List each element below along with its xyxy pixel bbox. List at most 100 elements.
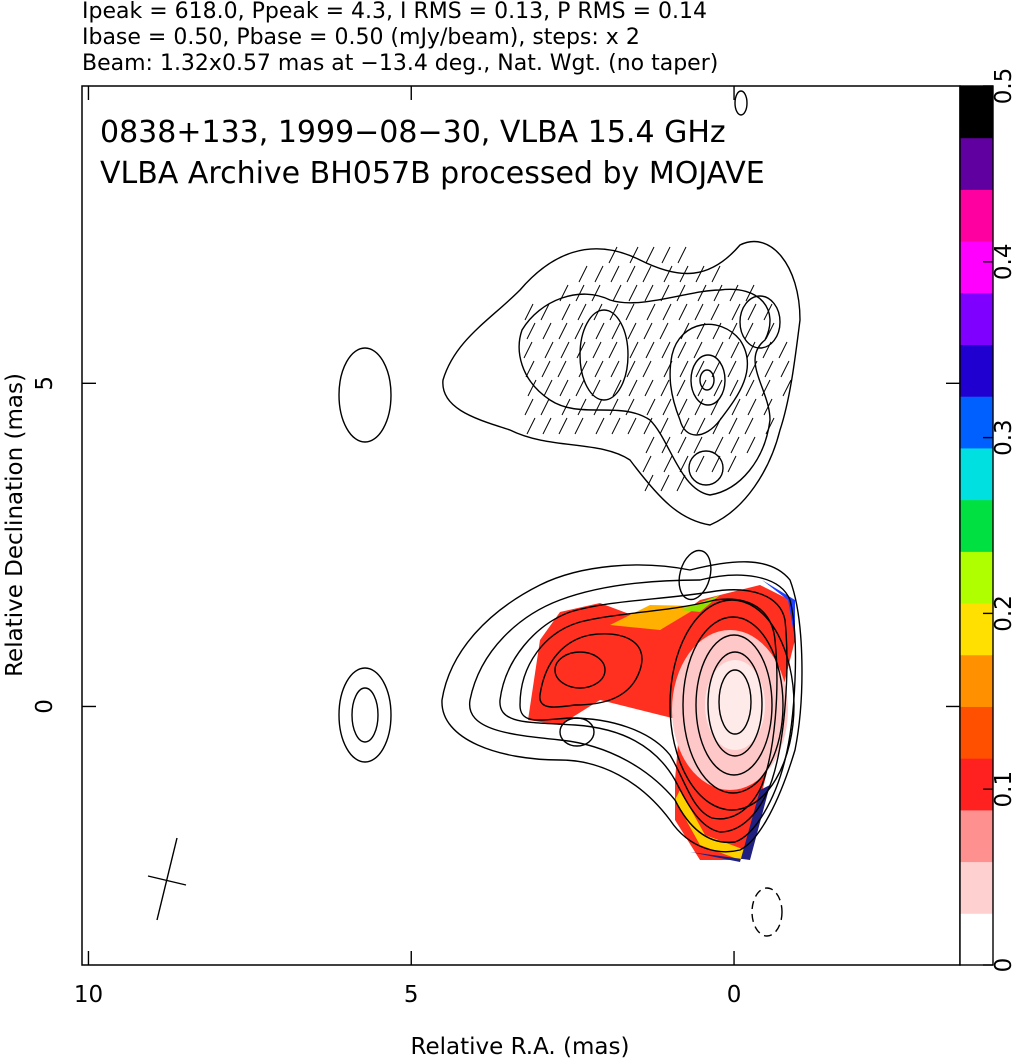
contour [338,667,392,763]
vector [714,341,724,359]
vector [729,284,739,302]
vector [782,379,792,397]
header-line: Ipeak = 618.0, Ppeak = 4.3, I RMS = 0.13… [82,0,707,24]
colorbar-tick-label: 0.3 [991,419,1017,456]
colorbar-swatch [960,499,993,552]
vector [559,379,569,397]
contour [442,240,801,526]
contour [699,369,715,391]
vector [728,417,738,435]
contours [147,90,803,937]
vector [542,322,552,340]
contour [539,633,643,708]
header-line: Ibase = 0.50, Pbase = 0.50 (mJy/beam), s… [82,25,640,50]
vector [561,303,571,321]
vector [611,322,621,340]
vector [626,360,636,378]
contour [734,90,748,116]
vector [679,360,689,378]
polarization-region [675,790,745,860]
beam [147,875,187,886]
colorbar: 0 0.1 0.2 0.3 0.4 0.5 [959,68,1017,973]
vector [612,379,622,397]
vector [697,284,707,302]
x-tick-label: 5 [404,982,419,1008]
contour [751,887,783,937]
vector [609,398,619,416]
contour [695,634,773,776]
plot-frame [81,85,961,966]
vector [676,474,686,492]
vector [642,455,652,473]
vector [541,360,551,378]
vector [730,341,740,359]
vector [593,398,603,416]
x-axis-label: Relative R.A. (mas) [411,1034,630,1060]
vector [591,284,601,302]
colorbar-tick-label: 0 [991,958,1017,973]
colorbar-swatch [960,706,993,759]
colorbar-swatch [960,861,993,914]
colorbar-swatch [960,86,993,139]
vector [744,417,754,435]
colorbar-tick-label: 0.5 [991,68,1017,105]
vector [576,341,586,359]
contour [739,295,781,349]
colorbar-swatch [960,551,993,604]
polarization-vectors [523,246,792,492]
vector [659,322,669,340]
vector [594,360,604,378]
vector [558,417,568,435]
vector [659,417,669,435]
polarization-map [528,580,795,862]
vector [645,436,655,454]
vector [644,474,654,492]
vector [727,360,737,378]
colorbar-tick-label: 0.1 [991,771,1017,808]
vector [575,379,585,397]
vector [574,417,584,435]
vector [676,379,686,397]
vector [677,246,687,264]
colorbar-swatch [960,241,993,294]
vector [578,360,588,378]
polarization-region [705,660,765,750]
vector [747,303,757,321]
vector [526,417,536,435]
vector [711,360,721,378]
vector [558,322,568,340]
vector [610,360,620,378]
contour [441,561,803,853]
vector [729,379,739,397]
colorbar-swatch [960,396,993,449]
vector [661,436,671,454]
vector [728,322,738,340]
colorbar-swatch [960,913,993,966]
vector [696,417,706,435]
vector [746,341,756,359]
vector [561,398,571,416]
vector [645,341,655,359]
colorbar-swatch [960,189,993,242]
vector [627,417,637,435]
vector [663,455,673,473]
vector [608,341,618,359]
vector [745,284,755,302]
vector [762,341,772,359]
colorbar-swatch [960,603,993,656]
vector [712,322,722,340]
vector [609,303,619,321]
vector [577,398,587,416]
contour [678,549,712,601]
vector [642,265,652,283]
vector [695,360,705,378]
vector [593,303,603,321]
vector [677,436,687,454]
x-tick-label: 0 [727,982,742,1008]
polarization-region [610,605,700,630]
vector [710,303,720,321]
vector [711,455,721,473]
vector [526,322,536,340]
vector [661,246,671,264]
vector [559,284,569,302]
